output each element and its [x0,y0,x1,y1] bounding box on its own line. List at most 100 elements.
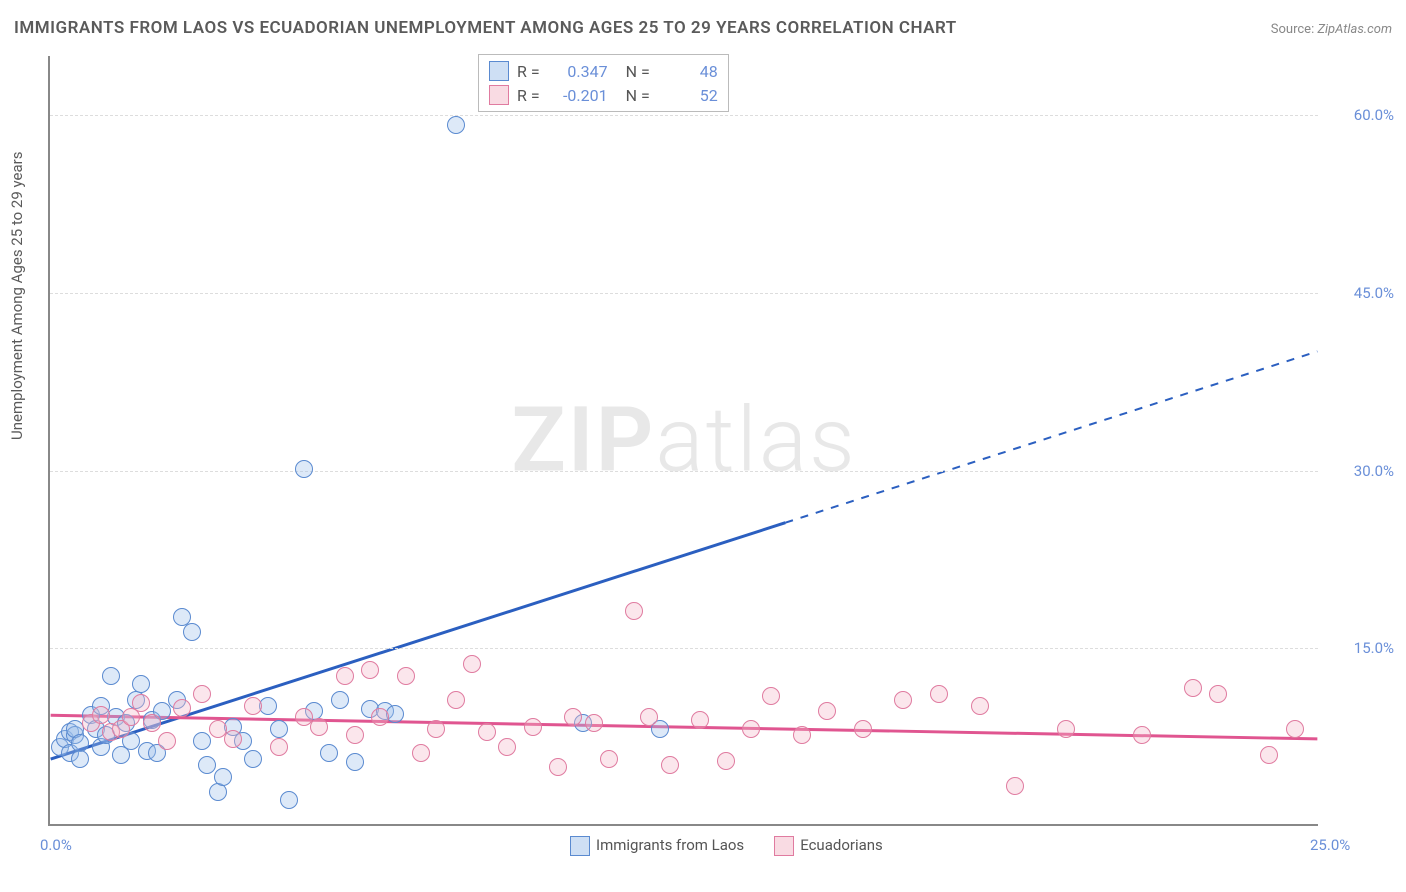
data-point [447,116,465,134]
data-point [930,685,948,703]
data-point [625,602,643,620]
data-point [193,732,211,750]
stats-R-label: R = [517,62,540,81]
data-point [524,718,542,736]
series-legend: Immigrants from Laos Ecuadorians [570,836,883,856]
stats-R-value: -0.201 [548,86,608,105]
data-point [320,744,338,762]
trend-line-dashed [785,351,1317,522]
data-point [361,661,379,679]
data-point [132,694,150,712]
legend-swatch [570,836,590,856]
data-point [386,705,404,723]
data-point [600,750,618,768]
stats-swatch [489,61,509,81]
stats-row: R = -0.201 N = 52 [489,83,718,107]
chart-title: IMMIGRANTS FROM LAOS VS ECUADORIAN UNEMP… [14,18,957,38]
y-tick-label: 45.0% [1324,284,1394,302]
trend-line-solid [51,523,786,759]
data-point [371,708,389,726]
legend-item: Immigrants from Laos [570,836,744,856]
data-point [331,691,349,709]
stats-R-value: 0.347 [548,62,608,81]
data-point [310,718,328,736]
y-tick-label: 30.0% [1324,462,1394,480]
data-point [971,697,989,715]
data-point [1184,679,1202,697]
gridline [50,648,1318,649]
data-point [427,720,445,738]
legend-item: Ecuadorians [774,836,883,856]
source-value: ZipAtlas.com [1317,22,1392,37]
stats-N-label: N = [626,86,650,105]
data-point [463,655,481,673]
data-point [549,758,567,776]
trend-lines [50,56,1318,824]
data-point [346,753,364,771]
x-tick-label: 0.0% [40,836,72,854]
data-point [158,732,176,750]
data-point [661,756,679,774]
data-point [244,697,262,715]
data-point [894,691,912,709]
correlation-stats-box: R = 0.347 N = 48 R = -0.201 N = 52 [478,54,729,112]
data-point [854,720,872,738]
data-point [717,752,735,770]
data-point [447,691,465,709]
stats-N-value: 52 [658,86,718,105]
data-point [762,687,780,705]
legend-label: Ecuadorians [800,836,883,854]
data-point [1006,777,1024,795]
y-axis-label: Unemployment Among Ages 25 to 29 years [8,152,26,440]
data-point [478,723,496,741]
stats-N-value: 48 [658,62,718,81]
source-label: Source: [1271,22,1314,37]
data-point [564,708,582,726]
data-point [280,791,298,809]
data-point [793,726,811,744]
chart-container: IMMIGRANTS FROM LAOS VS ECUADORIAN UNEMP… [0,0,1406,892]
stats-row: R = 0.347 N = 48 [489,59,718,83]
data-point [818,702,836,720]
data-point [214,768,232,786]
data-point [397,667,415,685]
data-point [270,720,288,738]
data-point [102,667,120,685]
plot-area: ZIPatlas R =0.347N =48R =-0.201N =52 Imm… [48,56,1318,826]
data-point [224,730,242,748]
data-point [173,699,191,717]
data-point [742,720,760,738]
gridline [50,115,1318,116]
data-point [1260,746,1278,764]
data-point [585,714,603,732]
watermark: ZIPatlas [511,388,856,493]
legend-label: Immigrants from Laos [596,836,744,854]
data-point [143,714,161,732]
data-point [295,460,313,478]
data-point [71,750,89,768]
data-point [640,708,658,726]
source-attribution: Source: ZipAtlas.com [1271,22,1392,37]
data-point [346,726,364,744]
x-tick-label: 25.0% [1310,836,1350,854]
data-point [209,783,227,801]
legend-swatch [774,836,794,856]
gridline [50,471,1318,472]
gridline [50,293,1318,294]
y-tick-label: 60.0% [1324,106,1394,124]
data-point [1209,685,1227,703]
watermark-bold: ZIP [511,388,655,493]
watermark-light: atlas [655,388,856,493]
data-point [412,744,430,762]
data-point [92,706,110,724]
data-point [244,750,262,768]
stats-R-label: R = [517,86,540,105]
data-point [198,756,216,774]
data-point [691,711,709,729]
stats-N-label: N = [626,62,650,81]
data-point [498,738,516,756]
data-point [336,667,354,685]
data-point [1133,726,1151,744]
data-point [132,675,150,693]
data-point [270,738,288,756]
